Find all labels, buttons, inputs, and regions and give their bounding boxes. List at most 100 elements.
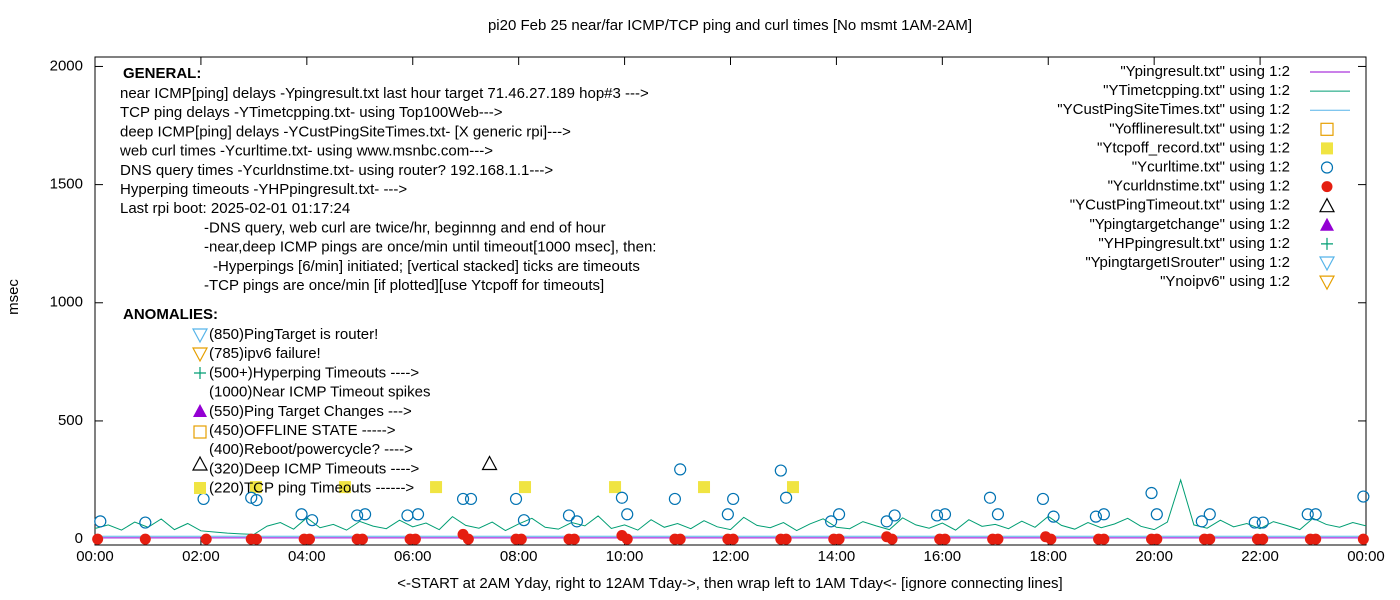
x-tick-label: 04:00: [288, 548, 326, 565]
legend-key: [1320, 122, 1334, 136]
legend-label: "YTimetcpping.txt" using 1:2: [1103, 82, 1290, 99]
data-point: [409, 533, 421, 545]
data-point: [1150, 508, 1163, 521]
x-tick-label: 16:00: [924, 548, 962, 565]
annotation-key: [193, 425, 207, 439]
legend-label: "Ynoipv6" using 1:2: [1160, 273, 1290, 290]
data-point: [251, 533, 263, 545]
legend-key: [1320, 161, 1334, 174]
legend-key: [1318, 256, 1336, 272]
data-point: [1257, 533, 1269, 545]
legend-label: "Yofflineresult.txt" using 1:2: [1109, 120, 1290, 137]
data-point: [991, 508, 1005, 521]
annotation-heading: ANOMALIES:: [123, 306, 218, 323]
legend-key: [1321, 237, 1333, 250]
data-point: [509, 492, 523, 506]
data-point: [1098, 533, 1110, 545]
data-point: [1248, 516, 1261, 529]
data-point: [249, 481, 262, 494]
annotation: (550)Ping Target Changes --->: [209, 403, 412, 420]
x-tick-label: 00:00: [1347, 548, 1385, 565]
legend-key: [1321, 142, 1333, 155]
data-point: [621, 508, 634, 521]
x-tick-label: 18:00: [1029, 548, 1067, 565]
annotation-key: [191, 347, 209, 363]
data-point: [481, 455, 498, 471]
data-point: [780, 491, 793, 504]
data-point: [356, 533, 368, 545]
annotation: DNS query times -Ycurldnstime.txt- using…: [120, 162, 553, 179]
legend-label: "YpingtargetISrouter" using 1:2: [1085, 254, 1290, 271]
data-point: [1145, 486, 1158, 500]
annotation-key: [193, 404, 207, 417]
y-tick-label: 1500: [50, 176, 83, 193]
x-axis-label: <-START at 2AM Yday, right to 12AM Tday-…: [397, 575, 1062, 592]
data-point: [1204, 533, 1216, 545]
y-axis-label: msec: [5, 279, 22, 315]
annotation: (785)ipv6 failure!: [209, 345, 321, 362]
data-point: [411, 508, 425, 521]
data-point: [306, 514, 319, 527]
data-point: [200, 533, 212, 545]
x-tick-label: 14:00: [818, 548, 856, 565]
data-point: [401, 509, 414, 522]
data-point: [939, 533, 951, 545]
data-point: [774, 464, 787, 477]
data-point: [621, 533, 633, 545]
legend-label: "Ytcpoff_record.txt" using 1:2: [1097, 139, 1290, 156]
legend-label: "YHPpingresult.txt" using 1:2: [1098, 235, 1290, 252]
annotation: TCP ping delays -YTimetcpping.txt- using…: [120, 104, 503, 121]
data-point: [295, 508, 308, 521]
data-point: [303, 533, 315, 545]
data-point: [568, 533, 580, 545]
legend-key: [1318, 197, 1336, 213]
data-point: [1036, 492, 1050, 506]
x-tick-label: 22:00: [1241, 548, 1279, 565]
data-point: [1309, 508, 1322, 521]
legend-key: [1321, 181, 1333, 193]
annotation: -near,deep ICMP pings are once/min until…: [204, 239, 656, 256]
data-point: [139, 533, 151, 545]
data-point: [983, 491, 997, 504]
data-point: [832, 508, 846, 521]
data-point: [1089, 510, 1103, 523]
x-tick-label: 06:00: [394, 548, 432, 565]
data-point: [197, 492, 210, 506]
x-tick-label: 20:00: [1135, 548, 1173, 565]
data-point: [517, 514, 531, 527]
data-point: [1357, 490, 1370, 503]
annotation: web curl times -Ycurltime.txt- using www…: [119, 143, 493, 160]
annotation-key: [194, 367, 206, 379]
data-point: [1151, 533, 1163, 545]
legend-label: "Ycurldnstime.txt" using 1:2: [1108, 178, 1290, 195]
data-point: [92, 533, 104, 545]
x-tick-label: 00:00: [76, 548, 114, 565]
annotation-key: [191, 328, 209, 344]
data-point: [727, 533, 739, 545]
data-point: [992, 533, 1004, 545]
legend-label: "YCustPingTimeout.txt" using 1:2: [1070, 197, 1290, 214]
legend-label: "Ycurltime.txt" using 1:2: [1132, 158, 1290, 175]
data-point: [338, 481, 351, 494]
legend-label: "YCustPingSiteTimes.txt" using 1:2: [1057, 101, 1290, 118]
legend-key: [1318, 275, 1336, 291]
data-point: [833, 533, 845, 545]
chart-title: pi20 Feb 25 near/far ICMP/TCP ping and c…: [488, 17, 972, 34]
annotation-key: [191, 455, 209, 471]
annotation: near ICMP[ping] delays -Ypingresult.txt …: [120, 85, 649, 102]
data-point: [562, 509, 576, 522]
data-point: [430, 481, 443, 494]
annotation: Last rpi boot: 2025-02-01 01:17:24: [120, 200, 350, 217]
data-point: [1195, 515, 1208, 528]
data-point: [139, 516, 152, 529]
data-point: [674, 463, 687, 476]
x-tick-label: 10:00: [606, 548, 644, 565]
data-point: [515, 533, 527, 545]
data-point: [668, 492, 681, 506]
x-tick-label: 02:00: [182, 548, 220, 565]
annotation: (400)Reboot/powercycle? ---->: [209, 441, 413, 458]
data-point: [727, 492, 740, 506]
data-point: [519, 481, 532, 494]
